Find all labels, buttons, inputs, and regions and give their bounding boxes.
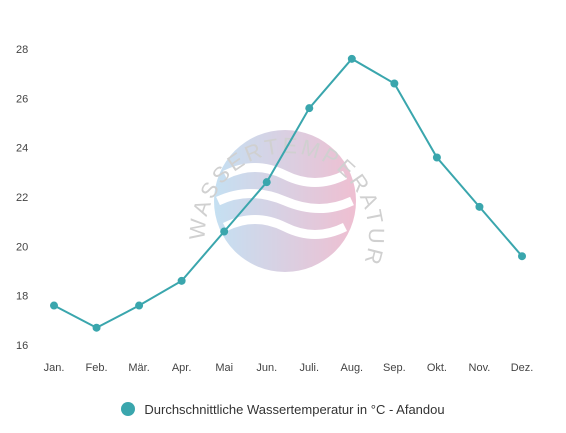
x-tick-label: Feb.	[86, 362, 108, 374]
series-line	[53, 57, 523, 329]
data-point[interactable]	[177, 276, 186, 285]
x-tick-label: Apr.	[172, 362, 192, 374]
data-point[interactable]	[262, 178, 271, 187]
legend-label: Durchschnittliche Wassertemperatur in °C…	[144, 401, 445, 417]
x-tick-label: Mai	[215, 362, 233, 374]
y-tick-label: 20	[16, 241, 28, 253]
data-point[interactable]	[135, 301, 144, 310]
x-tick-label: Jun.	[256, 362, 277, 374]
data-point[interactable]	[92, 323, 101, 332]
x-tick-label: Dez.	[511, 362, 534, 374]
data-point[interactable]	[475, 202, 484, 211]
x-tick-label: Juli.	[299, 362, 319, 374]
data-point[interactable]	[347, 54, 356, 63]
y-tick-label: 26	[16, 93, 28, 105]
data-point[interactable]	[518, 252, 526, 261]
x-tick-label: Nov.	[469, 362, 491, 374]
y-tick-label: 16	[16, 340, 28, 352]
x-tick-label: Aug.	[340, 362, 363, 374]
y-tick-label: 24	[16, 143, 28, 155]
legend-marker	[121, 402, 136, 416]
y-tick-label: 22	[16, 192, 28, 204]
y-axis: 16 18 20 22 24 26 28	[16, 44, 28, 352]
data-point[interactable]	[50, 301, 58, 310]
watermark: WASSERTEMPERATUR.ORG	[0, 0, 386, 272]
y-tick-label: 18	[16, 291, 28, 303]
x-tick-label: Mär.	[128, 362, 149, 374]
x-tick-label: Jan.	[44, 362, 65, 374]
x-axis: Jan. Feb. Mär. Apr. Mai Jun. Juli. Aug. Sep. Okt.…	[44, 362, 534, 374]
data-point[interactable]	[390, 79, 399, 88]
y-tick-label: 28	[16, 44, 28, 56]
data-point[interactable]	[432, 153, 441, 162]
data-point[interactable]	[220, 227, 229, 236]
x-tick-label: Okt.	[427, 362, 447, 374]
x-tick-label: Sep.	[383, 362, 406, 374]
data-point[interactable]	[305, 104, 314, 113]
legend[interactable]: Durchschnittliche Wassertemperatur in °C…	[0, 397, 566, 421]
wave-circle-logo-icon	[214, 130, 356, 272]
data-points	[50, 54, 526, 332]
